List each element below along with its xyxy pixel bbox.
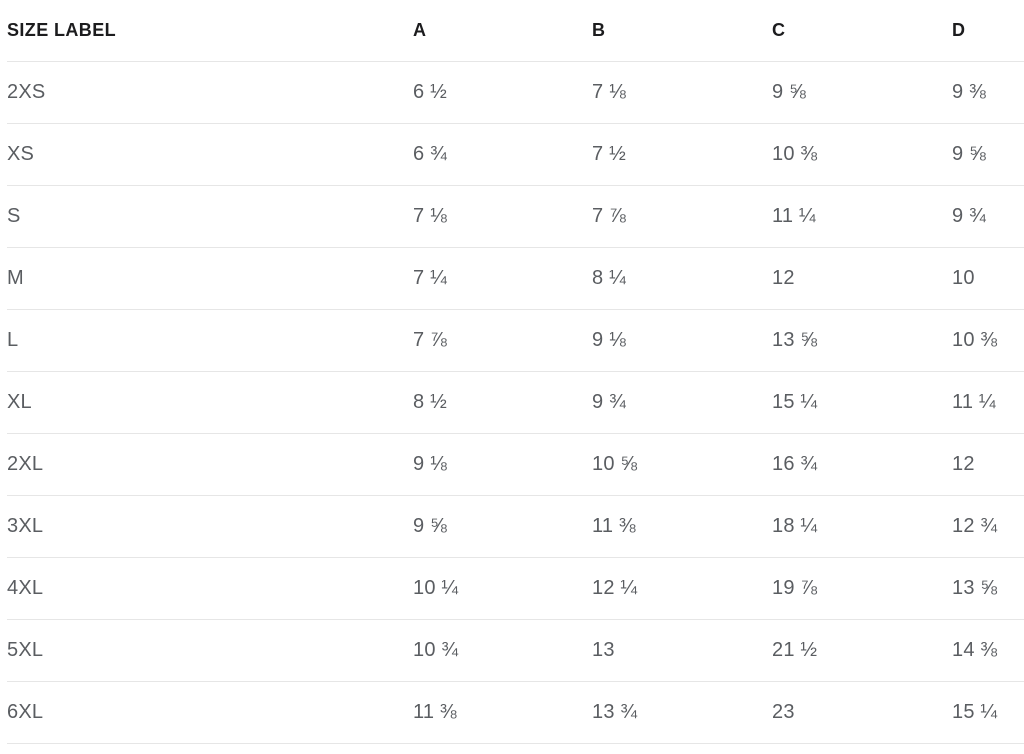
size-label-cell: 6XL: [7, 681, 413, 744]
measurement-d-cell: 12 ¾: [952, 495, 1024, 558]
measurement-b-cell: 13 ¾: [592, 681, 772, 744]
size-label-cell: 2XS: [7, 61, 413, 124]
measurement-b-cell: 11 ⅜: [592, 495, 772, 558]
measurement-c-cell: 10 ⅜: [772, 123, 952, 186]
table-row: 2XS 6 ½ 7 ⅛ 9 ⅝ 9 ⅜: [7, 61, 1024, 124]
table-row: XS 6 ¾ 7 ½ 10 ⅜ 9 ⅝: [7, 123, 1024, 186]
measurement-a-cell: 7 ⅞: [413, 309, 592, 372]
measurement-a-cell: 7 ¼: [413, 247, 592, 310]
measurement-c-cell: 18 ¼: [772, 495, 952, 558]
measurement-c-cell: 11 ¼: [772, 185, 952, 248]
column-header-d: D: [952, 0, 1024, 62]
measurement-d-cell: 9 ⅜: [952, 61, 1024, 124]
measurement-b-cell: 8 ¼: [592, 247, 772, 310]
measurement-d-cell: 13 ⅝: [952, 557, 1024, 620]
size-chart-header: SIZE LABEL A B C D: [7, 0, 1024, 62]
measurement-a-cell: 9 ⅝: [413, 495, 592, 558]
measurement-c-cell: 21 ½: [772, 619, 952, 682]
table-row: L 7 ⅞ 9 ⅛ 13 ⅝ 10 ⅜: [7, 309, 1024, 372]
measurement-c-cell: 13 ⅝: [772, 309, 952, 372]
measurement-a-cell: 10 ¼: [413, 557, 592, 620]
measurement-a-cell: 9 ⅛: [413, 433, 592, 496]
measurement-c-cell: 19 ⅞: [772, 557, 952, 620]
measurement-d-cell: 14 ⅜: [952, 619, 1024, 682]
size-label-cell: M: [7, 247, 413, 310]
size-label-cell: XL: [7, 371, 413, 434]
measurement-d-cell: 9 ⅝: [952, 123, 1024, 186]
measurement-d-cell: 10 ⅜: [952, 309, 1024, 372]
measurement-b-cell: 12 ¼: [592, 557, 772, 620]
table-row: 4XL 10 ¼ 12 ¼ 19 ⅞ 13 ⅝: [7, 557, 1024, 620]
measurement-b-cell: 7 ⅛: [592, 61, 772, 124]
size-label-cell: S: [7, 185, 413, 248]
measurement-c-cell: 12: [772, 247, 952, 310]
measurement-a-cell: 10 ¾: [413, 619, 592, 682]
table-row: 6XL 11 ⅜ 13 ¾ 23 15 ¼: [7, 681, 1024, 744]
measurement-a-cell: 7 ⅛: [413, 185, 592, 248]
measurement-d-cell: 9 ¾: [952, 185, 1024, 248]
size-label-cell: L: [7, 309, 413, 372]
size-label-cell: 4XL: [7, 557, 413, 620]
size-chart-table: SIZE LABEL A B C D 2XS 6 ½ 7 ⅛ 9 ⅝ 9 ⅜ X…: [7, 0, 1024, 744]
header-row: SIZE LABEL A B C D: [7, 0, 1024, 62]
measurement-a-cell: 11 ⅜: [413, 681, 592, 744]
size-label-cell: 2XL: [7, 433, 413, 496]
measurement-d-cell: 12: [952, 433, 1024, 496]
measurement-b-cell: 7 ½: [592, 123, 772, 186]
column-header-a: A: [413, 0, 592, 62]
measurement-a-cell: 8 ½: [413, 371, 592, 434]
table-row: 2XL 9 ⅛ 10 ⅝ 16 ¾ 12: [7, 433, 1024, 496]
measurement-b-cell: 10 ⅝: [592, 433, 772, 496]
measurement-b-cell: 9 ⅛: [592, 309, 772, 372]
size-table-body: 2XS 6 ½ 7 ⅛ 9 ⅝ 9 ⅜ XS 6 ¾ 7 ½ 10 ⅜ 9 ⅝ …: [7, 61, 1024, 744]
measurement-c-cell: 15 ¼: [772, 371, 952, 434]
measurement-a-cell: 6 ¾: [413, 123, 592, 186]
table-row: 3XL 9 ⅝ 11 ⅜ 18 ¼ 12 ¾: [7, 495, 1024, 558]
size-label-cell: XS: [7, 123, 413, 186]
measurement-b-cell: 13: [592, 619, 772, 682]
measurement-c-cell: 9 ⅝: [772, 61, 952, 124]
measurement-b-cell: 7 ⅞: [592, 185, 772, 248]
table-row: XL 8 ½ 9 ¾ 15 ¼ 11 ¼: [7, 371, 1024, 434]
measurement-d-cell: 11 ¼: [952, 371, 1024, 434]
measurement-d-cell: 10: [952, 247, 1024, 310]
table-row: S 7 ⅛ 7 ⅞ 11 ¼ 9 ¾: [7, 185, 1024, 248]
size-label-cell: 5XL: [7, 619, 413, 682]
column-header-b: B: [592, 0, 772, 62]
table-row: 5XL 10 ¾ 13 21 ½ 14 ⅜: [7, 619, 1024, 682]
measurement-a-cell: 6 ½: [413, 61, 592, 124]
measurement-d-cell: 15 ¼: [952, 681, 1024, 744]
column-header-c: C: [772, 0, 952, 62]
table-row: M 7 ¼ 8 ¼ 12 10: [7, 247, 1024, 310]
measurement-c-cell: 16 ¾: [772, 433, 952, 496]
measurement-c-cell: 23: [772, 681, 952, 744]
column-header-size-label: SIZE LABEL: [7, 0, 413, 62]
measurement-b-cell: 9 ¾: [592, 371, 772, 434]
size-label-cell: 3XL: [7, 495, 413, 558]
